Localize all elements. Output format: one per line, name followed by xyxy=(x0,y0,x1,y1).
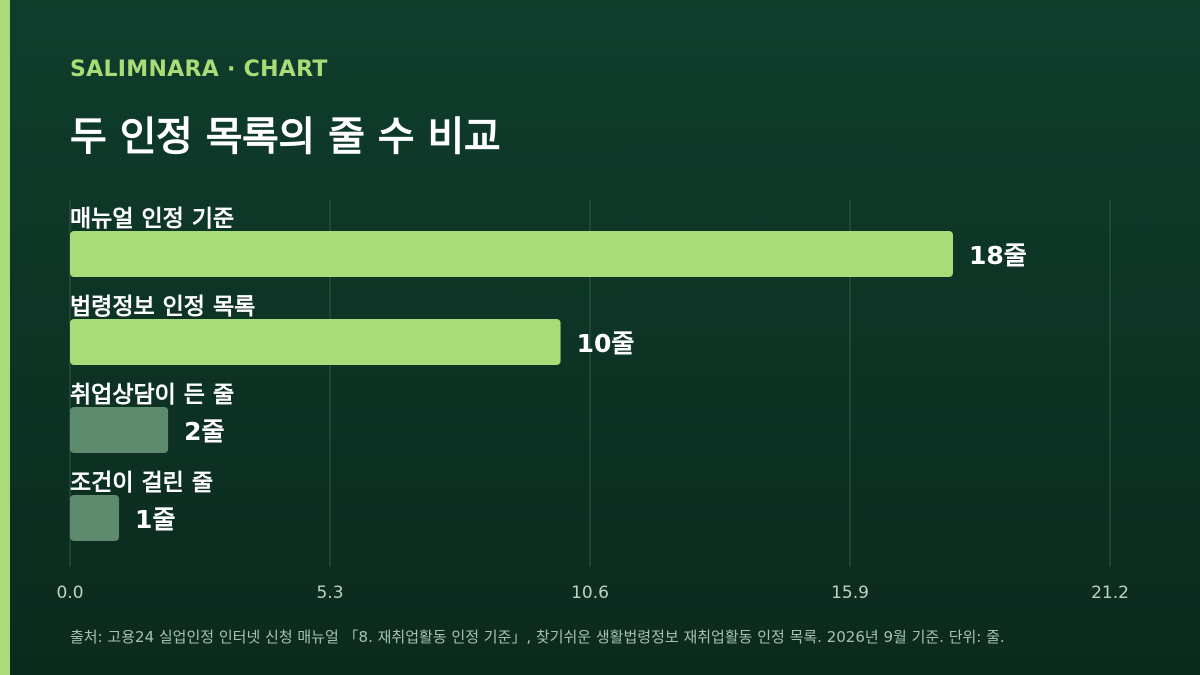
bar xyxy=(70,495,120,541)
value-label: 2줄 xyxy=(184,417,224,446)
x-tick-label: 5.3 xyxy=(316,583,343,603)
bar xyxy=(70,407,169,453)
x-tick-label: 10.6 xyxy=(571,583,609,603)
x-tick-label: 15.9 xyxy=(831,583,869,603)
brand-label: SALIMNARA · CHART xyxy=(70,57,328,82)
value-label: 1줄 xyxy=(135,505,175,534)
category-label: 조건이 걸린 줄 xyxy=(70,470,213,496)
bar xyxy=(70,231,954,277)
bar xyxy=(70,319,561,365)
category-label: 매뉴얼 인정 기준 xyxy=(70,206,234,232)
category-label: 법령정보 인정 목록 xyxy=(70,294,255,320)
value-label: 18줄 xyxy=(969,241,1027,270)
category-label: 취업상담이 든 줄 xyxy=(70,382,234,408)
chart-title: 두 인정 목록의 줄 수 비교 xyxy=(70,114,501,160)
value-label: 10줄 xyxy=(577,329,635,358)
x-tick-label: 0.0 xyxy=(56,583,83,603)
accent-bar xyxy=(0,0,10,675)
x-axis-ticks: 0.0 5.3 10.6 15.9 21.2 xyxy=(56,583,1128,603)
x-tick-label: 21.2 xyxy=(1091,583,1129,603)
source-note: 출처: 고용24 실업인정 인터넷 신청 매뉴얼 「8. 재취업활동 인정 기준… xyxy=(70,628,1005,646)
